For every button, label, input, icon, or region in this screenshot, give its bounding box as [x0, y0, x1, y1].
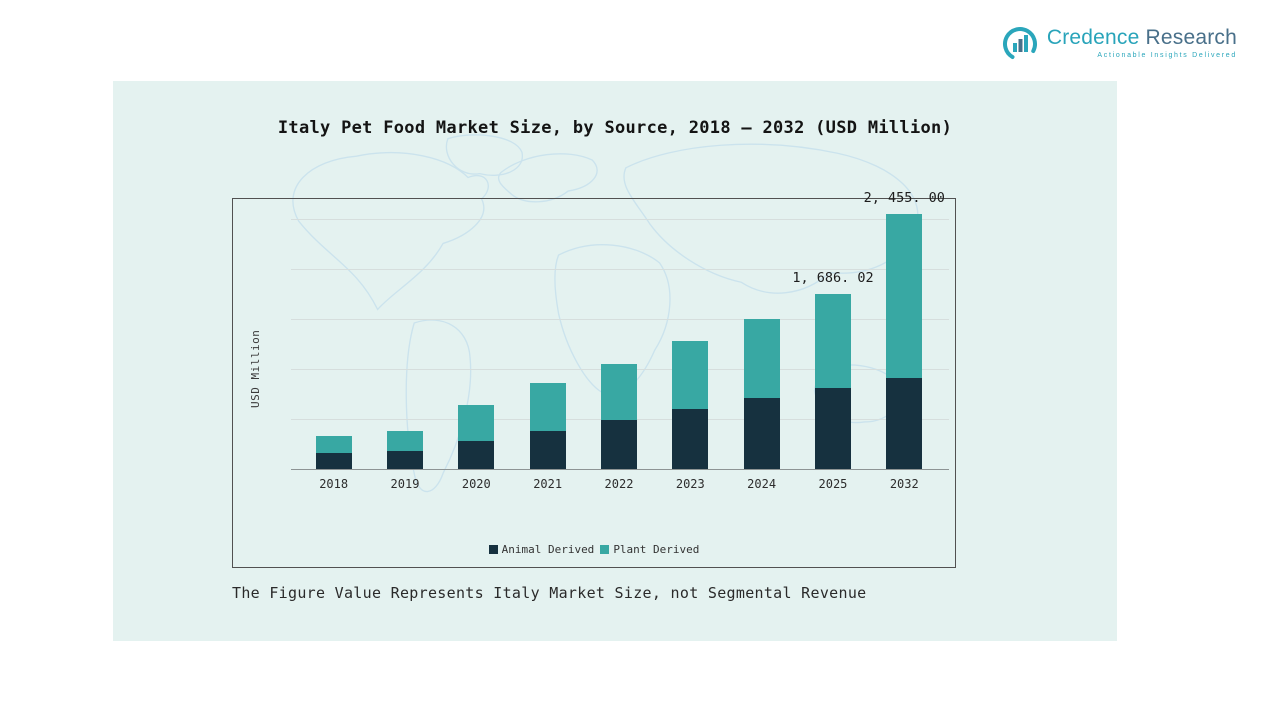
- data-label-2025: 1, 686. 02: [792, 269, 874, 286]
- stacked-bar-2019: [386, 431, 423, 469]
- legend-swatch-icon: [488, 545, 498, 554]
- legend-item-animal-derived: Animal Derived: [488, 543, 595, 556]
- bar-slot-2024: 2024: [726, 199, 797, 491]
- x-axis-label: 2022: [604, 477, 634, 491]
- bar-segment-animal-derived: [672, 408, 709, 469]
- legend-label: Plant Derived: [613, 543, 700, 556]
- x-axis-label: 2020: [461, 477, 491, 491]
- x-axis-label: 2023: [675, 477, 705, 491]
- stacked-bar-2022: [600, 364, 637, 469]
- figure-footnote: The Figure Value Represents Italy Market…: [232, 584, 867, 602]
- chart-plot-frame: USD Million 2018 2019 2020 2021 2022 2023 2024…: [232, 190, 956, 568]
- bar-slot-2021: 2021: [512, 199, 583, 491]
- logo-wordmark: Credence Research: [1047, 26, 1237, 50]
- x-axis-label: 2021: [533, 477, 563, 491]
- bar-slot-2018: 2018: [298, 199, 369, 491]
- x-axis-line: [291, 469, 949, 470]
- x-axis-label: 2024: [747, 477, 777, 491]
- stacked-bar-2023: [672, 340, 709, 469]
- stacked-bar-2020: [458, 405, 495, 469]
- bar-slot-2022: 2022: [583, 199, 654, 491]
- bar-segment-animal-derived: [600, 420, 637, 469]
- plot-area: 2018 2019 2020 2021 2022 2023 2024 2025 1, 686. …: [291, 190, 949, 491]
- logo-bar-chart-icon: [1002, 27, 1037, 61]
- logo-tagline: Actionable Insights Delivered: [1097, 52, 1237, 59]
- x-axis-label: 2032: [889, 477, 919, 491]
- plot-slots: 2018 2019 2020 2021 2022 2023 2024 2025 1, 686. …: [298, 190, 945, 491]
- gridline: [291, 219, 949, 220]
- chart-title: Italy Pet Food Market Size, by Source, 2…: [277, 118, 953, 138]
- x-axis-label: 2019: [390, 477, 420, 491]
- stacked-bar-2021: [529, 382, 566, 469]
- credence-research-logo: Credence Research Actionable Insights De…: [1002, 26, 1237, 62]
- stacked-bar-2025: [814, 293, 851, 469]
- legend-item-plant-derived: Plant Derived: [600, 543, 699, 556]
- gridline: [291, 319, 949, 320]
- data-label-2032: 2, 455. 00: [863, 190, 945, 207]
- stacked-bar-2018: [315, 435, 352, 469]
- bar-segment-animal-derived: [529, 431, 566, 469]
- bar-segment-animal-derived: [886, 377, 923, 469]
- bar-slot-2032: 2032 2, 455. 00: [864, 190, 945, 491]
- stacked-bar-2024: [743, 318, 780, 469]
- logo-brand-primary: Credence: [1046, 26, 1140, 49]
- x-axis-label: 2025: [818, 477, 848, 491]
- slide-panel: Italy Pet Food Market Size, by Source, 2…: [113, 81, 1117, 641]
- bar-segment-animal-derived: [386, 450, 423, 469]
- bar-slot-2025: 2025 1, 686. 02: [792, 199, 873, 491]
- legend-swatch-icon: [600, 545, 610, 554]
- bar-segment-animal-derived: [458, 440, 495, 469]
- bar-slot-2023: 2023: [655, 199, 726, 491]
- x-axis-label: 2018: [319, 477, 349, 491]
- bar-segment-animal-derived: [315, 452, 352, 469]
- y-axis-title: USD Million: [249, 329, 262, 409]
- logo-brand-secondary: Research: [1139, 26, 1237, 49]
- bar-slot-2019: 2019: [369, 199, 440, 491]
- chart-legend: Animal Derived Plant Derived: [233, 543, 955, 556]
- bar-segment-animal-derived: [743, 397, 780, 469]
- bar-segment-animal-derived: [814, 388, 851, 469]
- bar-slot-2020: 2020: [441, 199, 512, 491]
- stacked-bar-2032: [886, 214, 923, 469]
- legend-label: Animal Derived: [501, 543, 595, 556]
- gridline: [291, 269, 949, 270]
